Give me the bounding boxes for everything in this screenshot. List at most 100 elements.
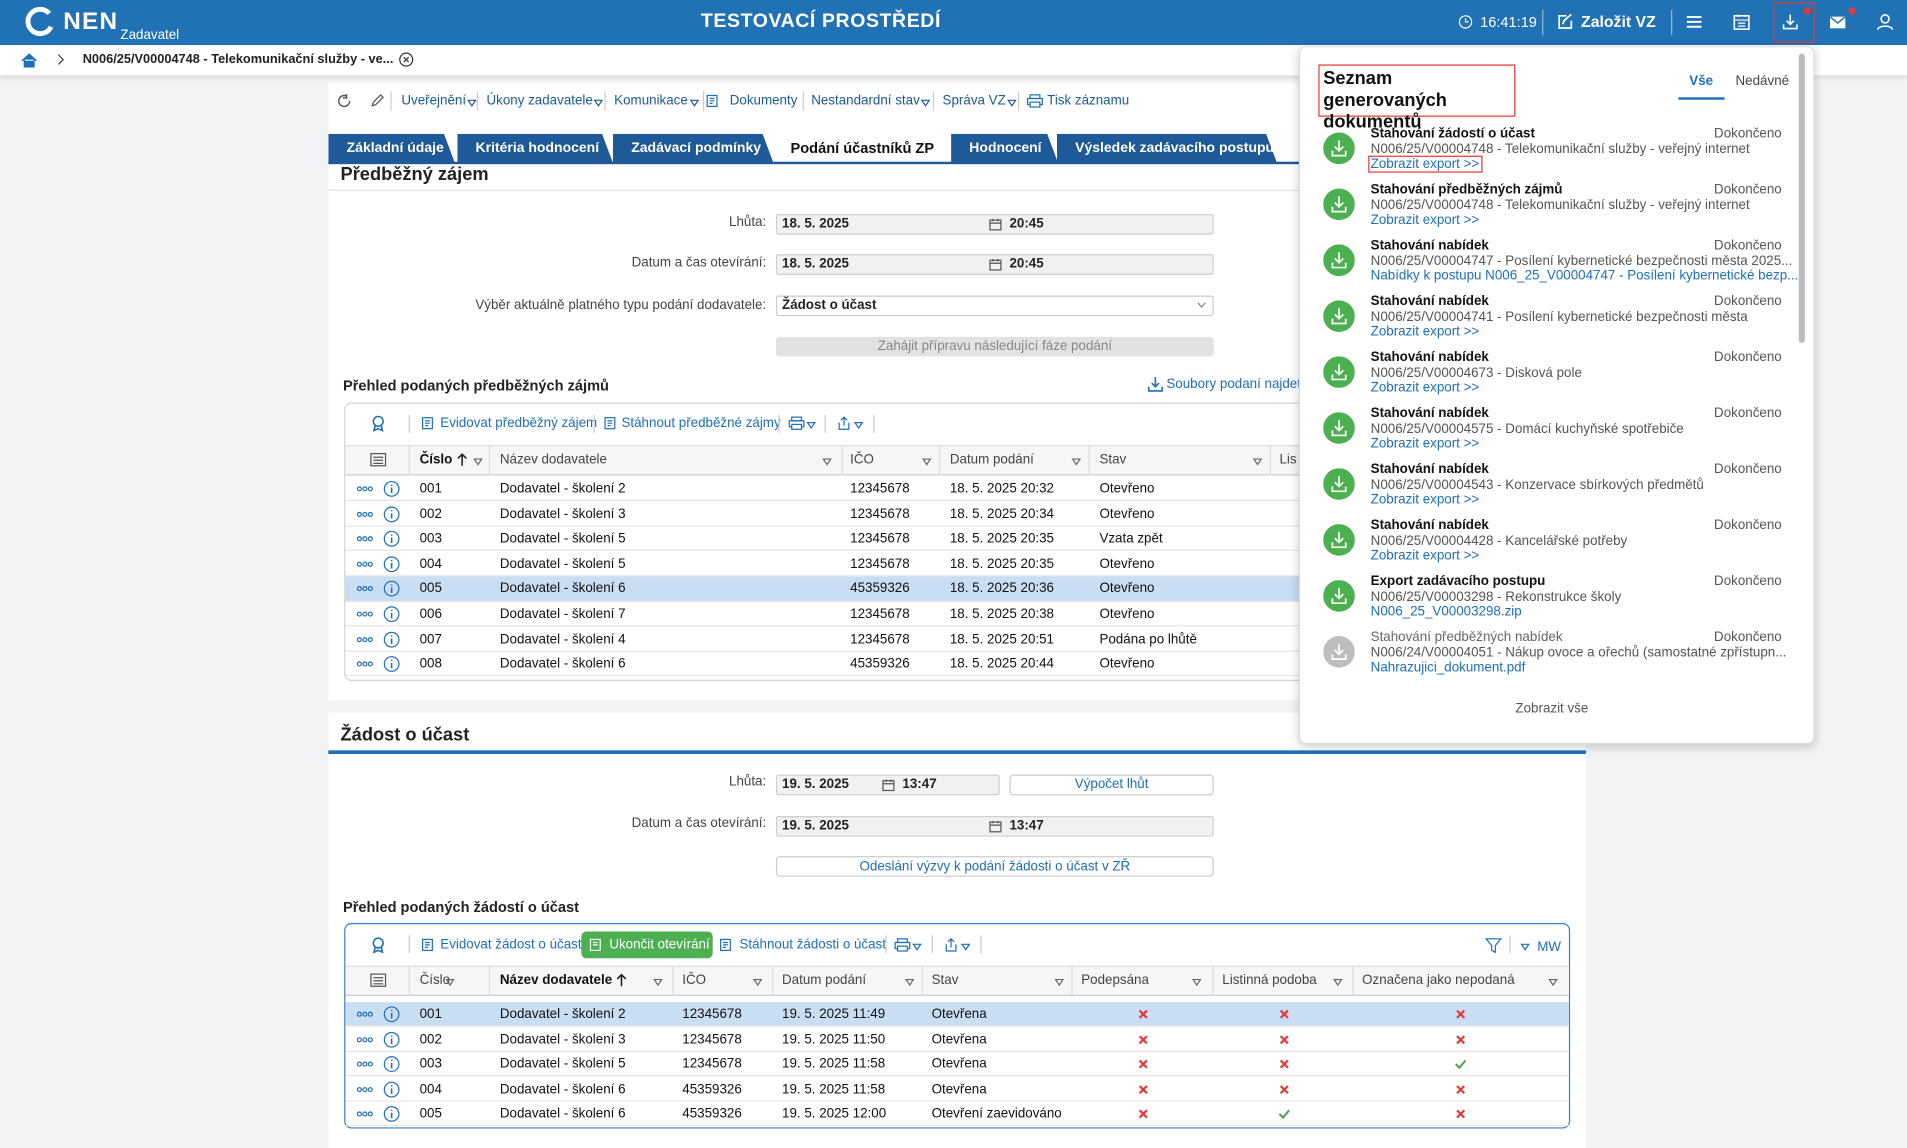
column-header[interactable]: Číslo bbox=[420, 451, 453, 468]
row-menu[interactable] bbox=[356, 1036, 373, 1043]
column-header[interactable]: Datum podání bbox=[782, 972, 866, 989]
row-info[interactable] bbox=[383, 530, 400, 547]
tab-label[interactable]: Základní údaje bbox=[347, 140, 444, 157]
column-header[interactable]: Podepsána bbox=[1081, 972, 1149, 989]
mail-button[interactable] bbox=[1829, 15, 1846, 28]
action[interactable]: Stáhnout předběžné zájmy bbox=[621, 415, 780, 432]
row-info[interactable] bbox=[383, 1081, 400, 1098]
column-header[interactable]: Název dodavatele bbox=[500, 972, 612, 989]
icon-part bbox=[1278, 1083, 1290, 1095]
toolbar-item[interactable]: Nestandardní stav bbox=[811, 92, 920, 109]
calendar-icon bbox=[988, 217, 1001, 230]
export-icon[interactable] bbox=[944, 938, 959, 953]
refresh-button[interactable] bbox=[337, 94, 352, 109]
document-link[interactable]: Zobrazit export >> bbox=[1371, 435, 1480, 452]
toolbar-item[interactable]: Úkony zadavatele bbox=[486, 92, 592, 109]
button-label[interactable]: Ukončit otevírání bbox=[609, 936, 709, 953]
show-all-link[interactable]: Zobrazit vše bbox=[1515, 700, 1588, 717]
document-link[interactable]: N006_25_V00003298.zip bbox=[1371, 603, 1522, 620]
row-menu[interactable] bbox=[356, 1085, 373, 1092]
toolbar-item[interactable]: Komunikace bbox=[614, 92, 688, 109]
calendar-button[interactable] bbox=[1733, 13, 1750, 30]
row-menu[interactable] bbox=[356, 661, 373, 668]
print-icon[interactable] bbox=[788, 416, 805, 431]
edit-button[interactable] bbox=[370, 94, 385, 109]
menu-button[interactable] bbox=[1686, 15, 1703, 30]
icon-part bbox=[383, 631, 400, 648]
row-menu[interactable] bbox=[356, 636, 373, 643]
row-info[interactable] bbox=[383, 1056, 400, 1073]
document-link[interactable]: Zobrazit export >> bbox=[1371, 547, 1480, 564]
action[interactable]: Stáhnout žádosti o účast bbox=[739, 936, 886, 953]
row-info[interactable] bbox=[383, 1031, 400, 1048]
row-info[interactable] bbox=[383, 1006, 400, 1023]
row-info[interactable] bbox=[383, 480, 400, 497]
print-icon[interactable] bbox=[1026, 94, 1043, 109]
home-button[interactable] bbox=[21, 52, 38, 68]
row-menu[interactable] bbox=[356, 585, 373, 592]
breadcrumb-item[interactable]: N006/25/V00004748 - Telekomunikační služ… bbox=[83, 51, 394, 68]
column-header[interactable]: Listinná podoba bbox=[1222, 972, 1316, 989]
export-icon[interactable] bbox=[837, 416, 852, 431]
document-link[interactable]: Nabídky k postupu N006_25_V00004747 - Po… bbox=[1371, 268, 1799, 285]
tab-label[interactable]: Kritéria hodnocení bbox=[476, 140, 600, 157]
column-settings[interactable] bbox=[370, 452, 387, 467]
row-info[interactable] bbox=[383, 1105, 400, 1122]
row-info[interactable] bbox=[383, 556, 400, 573]
document-link[interactable]: Nahrazujici_dokument.pdf bbox=[1371, 659, 1526, 676]
column-header[interactable]: Název dodavatele bbox=[500, 451, 607, 468]
filter-button[interactable] bbox=[1485, 937, 1502, 953]
toolbar-item[interactable]: Dokumenty bbox=[730, 92, 798, 109]
create-button[interactable]: Založit VZ bbox=[1581, 13, 1656, 30]
document-link[interactable]: Zobrazit export >> bbox=[1371, 491, 1480, 508]
close-tab[interactable] bbox=[399, 52, 414, 67]
column-header[interactable]: IČO bbox=[850, 451, 874, 468]
column-header[interactable]: Stav bbox=[1099, 451, 1126, 468]
row-info[interactable] bbox=[383, 505, 400, 522]
row-info[interactable] bbox=[383, 581, 400, 598]
row-info[interactable] bbox=[383, 606, 400, 623]
row-info[interactable] bbox=[383, 656, 400, 673]
row-menu[interactable] bbox=[356, 535, 373, 542]
row-menu[interactable] bbox=[356, 560, 373, 567]
tab-label[interactable]: Zadávací podmínky bbox=[631, 140, 761, 157]
toggle-button[interactable] bbox=[370, 936, 387, 953]
document-link[interactable]: Zobrazit export >> bbox=[1371, 212, 1480, 229]
user-filter: MW bbox=[1537, 939, 1561, 956]
panel-tab[interactable]: Vše bbox=[1689, 73, 1713, 90]
print-icon[interactable] bbox=[894, 938, 911, 953]
user-button[interactable] bbox=[1877, 13, 1894, 30]
action[interactable]: Evidovat žádost o účast bbox=[440, 936, 581, 953]
icon-part bbox=[368, 512, 372, 516]
tab-label[interactable]: Hodnocení bbox=[969, 140, 1041, 157]
row-menu[interactable] bbox=[356, 1011, 373, 1018]
toolbar-item[interactable]: Uveřejnění bbox=[401, 92, 466, 109]
row-info[interactable] bbox=[383, 631, 400, 648]
toolbar-item[interactable]: Správa VZ bbox=[943, 92, 1006, 109]
icon-part bbox=[1140, 1011, 1147, 1018]
panel-tab[interactable]: Nedávné bbox=[1736, 73, 1790, 90]
tab-label[interactable]: Podání účastníků ZP bbox=[791, 140, 935, 157]
column-header[interactable]: IČO bbox=[682, 972, 706, 989]
column-header[interactable]: Lis bbox=[1279, 451, 1296, 468]
icon-part bbox=[944, 938, 959, 953]
action[interactable]: Evidovat předběžný zájem bbox=[440, 415, 597, 432]
cell: Podána po lhůtě bbox=[1099, 631, 1196, 648]
row-menu[interactable] bbox=[356, 510, 373, 517]
icon-part bbox=[356, 1085, 373, 1092]
link[interactable]: Soubory podaní najdete bbox=[1166, 376, 1308, 393]
row-menu[interactable] bbox=[356, 1110, 373, 1117]
document-link[interactable]: Zobrazit export >> bbox=[1371, 323, 1480, 340]
row-menu[interactable] bbox=[356, 485, 373, 492]
toggle-button[interactable] bbox=[370, 415, 387, 432]
document-link[interactable]: Zobrazit export >> bbox=[1371, 379, 1480, 396]
row-menu[interactable] bbox=[356, 610, 373, 617]
column-header[interactable]: Označena jako nepodaná bbox=[1362, 972, 1515, 989]
toolbar-item[interactable]: Tisk záznamu bbox=[1047, 92, 1129, 109]
column-header[interactable]: Stav bbox=[932, 972, 959, 989]
tab-label[interactable]: Výsledek zadávacího postupu bbox=[1075, 140, 1274, 157]
column-header[interactable]: Datum podání bbox=[950, 451, 1034, 468]
row-menu[interactable] bbox=[356, 1060, 373, 1067]
column-settings[interactable] bbox=[370, 973, 387, 988]
download-icon[interactable] bbox=[1782, 13, 1799, 30]
